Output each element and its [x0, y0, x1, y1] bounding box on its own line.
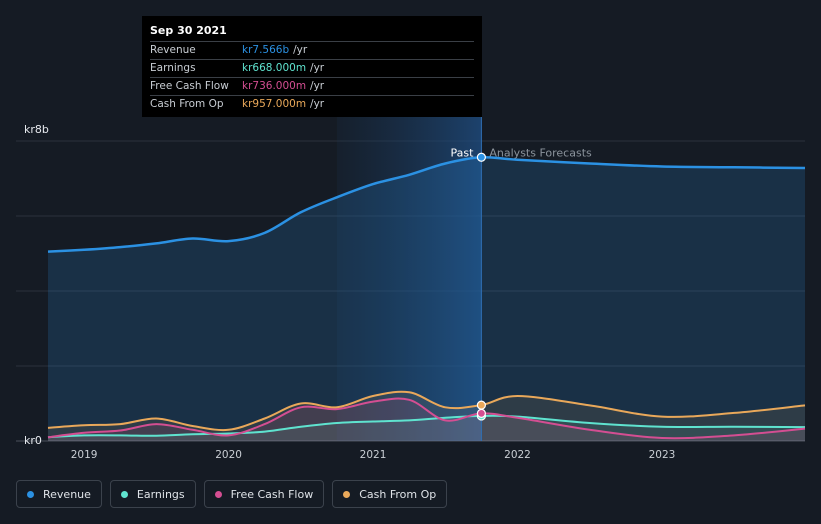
x-tick-label-2019: 2019 [71, 449, 98, 461]
cash-from-op-marker [476, 400, 486, 410]
x-tick-label-2022: 2022 [504, 449, 531, 461]
x-tick-label-2020: 2020 [215, 449, 242, 461]
y-tick-label: kr0 [24, 434, 42, 447]
past-highlight-band [336, 110, 482, 441]
tooltip: Sep 30 2021 Revenue kr7.566b /yr Earning… [142, 16, 482, 117]
free-cash-flow-line [47, 397, 806, 440]
x-tick-label-2021: 2021 [360, 449, 387, 461]
tooltip-label: Cash From Op [150, 98, 224, 110]
tooltip-value: kr7.566b [242, 44, 290, 56]
tooltip-unit: /yr [310, 98, 325, 110]
legend-label: Free Cash Flow [230, 487, 314, 501]
tooltip-value: kr736.000m [242, 80, 307, 92]
x-tick-label-2023: 2023 [649, 449, 676, 461]
legend-dot-icon [343, 490, 351, 498]
analysts-forecasts-label: Analysts Forecasts [489, 146, 592, 159]
legend-label: Cash From Op [359, 487, 437, 501]
tooltip-date: Sep 30 2021 [150, 24, 227, 37]
tooltip-row-cash-from-op: Cash From Op kr957.000m /yr [150, 95, 474, 113]
legend: Revenue Earnings Free Cash Flow Cash Fro… [16, 480, 448, 508]
tooltip-row-earnings: Earnings kr668.000m /yr [150, 59, 474, 77]
tooltip-unit: /yr [310, 62, 325, 74]
legend-item-free-cash-flow[interactable]: Free Cash Flow [203, 480, 325, 508]
y-tick-label: kr8b [24, 123, 49, 136]
legend-item-revenue[interactable]: Revenue [16, 480, 102, 508]
cash-from-op-line [47, 390, 806, 432]
past-label: Past [450, 146, 474, 159]
legend-dot-icon [27, 490, 34, 498]
legend-label: Revenue [43, 487, 91, 501]
free-cash-flow-marker [476, 408, 486, 418]
tooltip-label: Free Cash Flow [150, 80, 229, 92]
legend-item-cash-from-op[interactable]: Cash From Op [332, 480, 448, 508]
revenue-line [47, 155, 806, 253]
earnings-line [47, 414, 806, 439]
legend-label: Earnings [136, 487, 185, 501]
tooltip-label: Earnings [150, 62, 196, 74]
tooltip-value: kr668.000m [242, 62, 307, 74]
tooltip-row-revenue: Revenue kr7.566b /yr [150, 41, 474, 59]
legend-dot-icon [214, 490, 222, 498]
tooltip-row-free-cash-flow: Free Cash Flow kr736.000m /yr [150, 77, 474, 95]
marker-layer [476, 152, 486, 421]
revenue-marker [476, 152, 486, 162]
line-layer [47, 155, 806, 440]
tooltip-label: Revenue [150, 44, 196, 56]
tooltip-value: kr957.000m [242, 98, 307, 110]
tooltip-unit: /yr [310, 80, 325, 92]
revenue-area [48, 157, 805, 441]
legend-item-earnings[interactable]: Earnings [109, 480, 196, 508]
legend-dot-icon [120, 490, 128, 498]
axis-tick-layer: 2019 2020 2021 2022 2023 kr8b kr0 [24, 123, 675, 461]
tooltip-unit: /yr [293, 44, 308, 56]
